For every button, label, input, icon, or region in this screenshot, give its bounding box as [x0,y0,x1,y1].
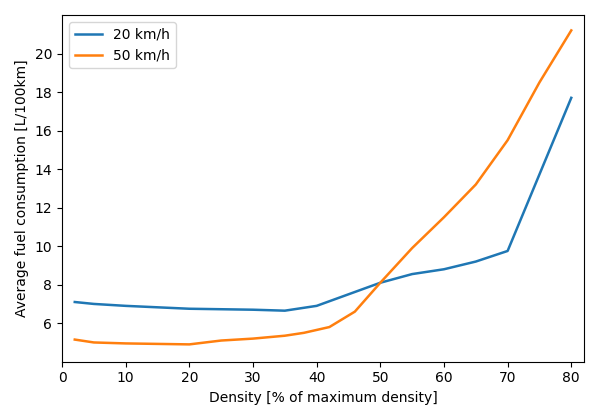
50 km/h [90,340,98,345]
50 km/h [122,341,129,346]
20 km/h [186,306,193,311]
20 km/h [71,299,78,304]
20 km/h [90,302,98,307]
50 km/h [536,80,543,85]
50 km/h [281,333,288,338]
20 km/h [281,308,288,313]
50 km/h [249,336,256,341]
50 km/h [300,330,307,335]
20 km/h [313,303,320,308]
50 km/h [351,309,358,314]
20 km/h [568,95,575,100]
20 km/h [409,272,416,277]
20 km/h [504,249,511,254]
20 km/h [440,267,447,272]
20 km/h [122,303,129,308]
50 km/h [71,337,78,342]
50 km/h [504,138,511,143]
50 km/h [326,325,333,330]
Legend: 20 km/h, 50 km/h: 20 km/h, 50 km/h [69,22,176,68]
50 km/h [186,342,193,347]
X-axis label: Density [% of maximum density]: Density [% of maximum density] [208,391,437,405]
Y-axis label: Average fuel consumption [L/100km]: Average fuel consumption [L/100km] [15,60,29,317]
20 km/h [377,280,384,285]
50 km/h [409,246,416,251]
Line: 50 km/h: 50 km/h [75,30,571,344]
20 km/h [249,307,256,312]
20 km/h [345,292,352,297]
50 km/h [440,215,447,220]
50 km/h [217,338,225,343]
Line: 20 km/h: 20 km/h [75,98,571,311]
50 km/h [472,182,479,187]
20 km/h [472,259,479,264]
50 km/h [568,28,575,33]
50 km/h [377,280,384,285]
